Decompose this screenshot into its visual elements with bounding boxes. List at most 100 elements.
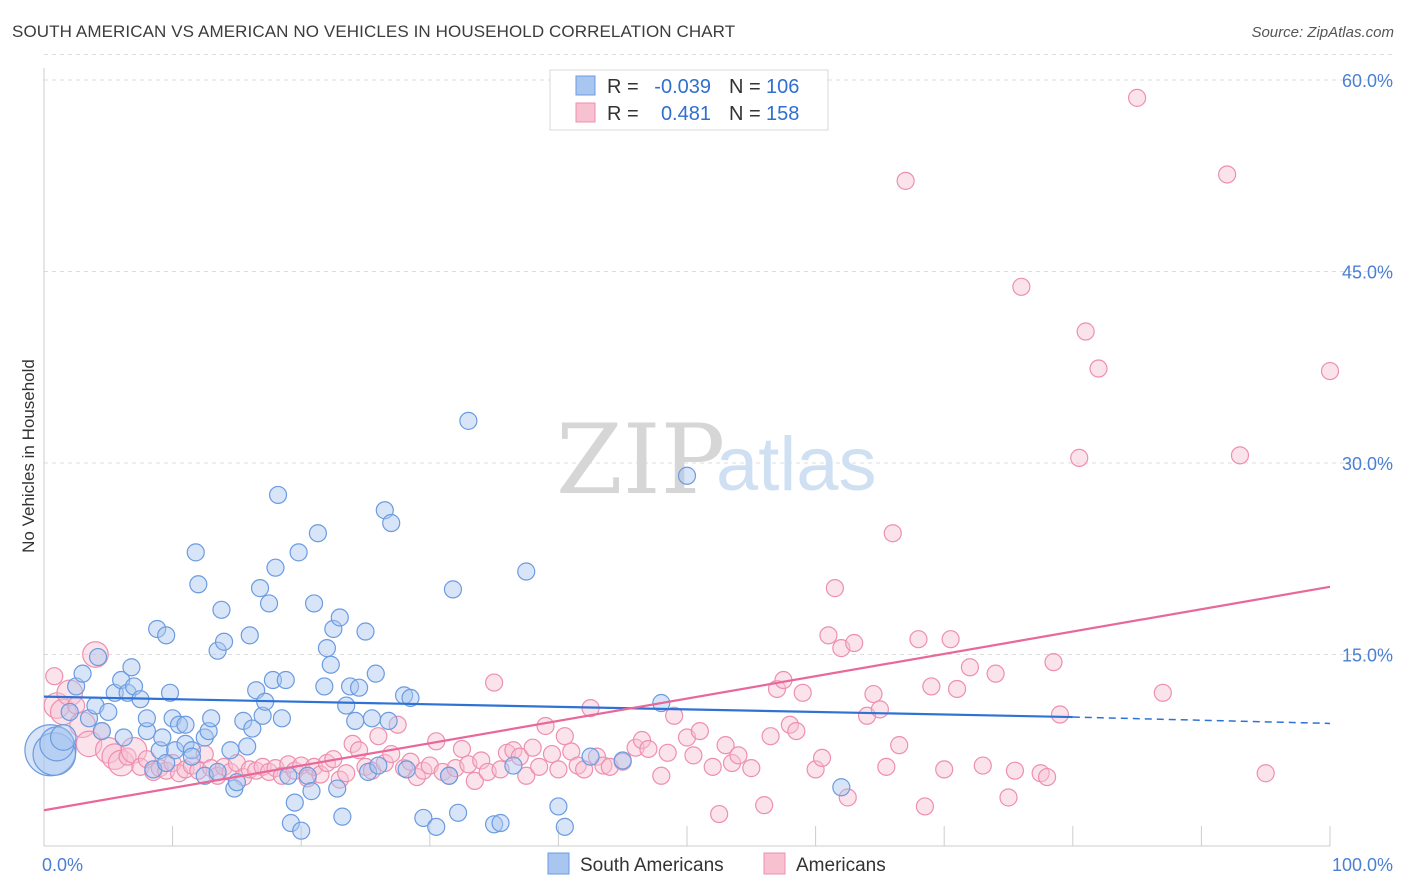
americans-point — [684, 746, 703, 765]
americans-point — [1012, 277, 1031, 296]
americans-point — [536, 716, 555, 736]
americans-point — [555, 727, 574, 746]
south-americans-point — [298, 766, 317, 785]
americans-point — [369, 727, 388, 746]
watermark-atlas: atlas — [716, 422, 877, 507]
americans-point — [388, 715, 407, 734]
americans-point — [1076, 322, 1095, 341]
south-americans-point — [362, 709, 382, 728]
americans-point — [909, 630, 928, 649]
americans-point — [999, 788, 1018, 807]
americans-point — [915, 797, 935, 816]
americans-point — [870, 700, 890, 719]
legend-r-value-2: 0.481 — [661, 103, 711, 125]
south-americans-point — [330, 608, 349, 627]
south-americans-point — [315, 677, 334, 696]
south-americans-trend-line — [43, 695, 1073, 719]
americans-point — [1050, 705, 1070, 724]
americans-point — [710, 804, 729, 824]
legend-swatch-south-americans — [575, 75, 596, 96]
south-americans-point — [439, 766, 459, 785]
x-tick-label-start: 0.0% — [42, 855, 83, 875]
south-americans-point — [356, 622, 375, 641]
americans-point — [452, 739, 472, 759]
chart-source: Source: ZipAtlas.com — [1251, 24, 1394, 41]
americans-point — [755, 796, 774, 815]
americans-point — [761, 727, 780, 746]
south-americans-point — [212, 600, 231, 619]
americans-point — [542, 744, 562, 764]
legend-r-value-1: -0.039 — [654, 76, 711, 98]
americans-point — [935, 760, 954, 779]
south-americans-point — [292, 821, 311, 840]
americans-point — [742, 759, 761, 778]
south-americans-point — [414, 808, 433, 828]
americans-point — [1218, 165, 1237, 184]
americans-point — [1153, 683, 1172, 702]
south-americans-point — [160, 683, 180, 702]
americans-point — [845, 633, 864, 653]
south-americans-point — [555, 817, 574, 836]
south-americans-point — [243, 719, 262, 738]
south-americans-point — [324, 619, 343, 639]
americans-point — [716, 736, 735, 755]
south-americans-point — [208, 641, 227, 660]
south-americans-point — [240, 626, 259, 645]
south-americans-point — [137, 709, 156, 728]
americans-point — [947, 679, 967, 699]
americans-point — [510, 747, 529, 766]
south-americans-point — [337, 696, 356, 715]
south-americans-point — [153, 728, 172, 747]
south-americans-point — [304, 594, 324, 613]
south-americans-trend-extension — [1072, 716, 1331, 725]
americans-point — [1070, 448, 1089, 467]
americans-point — [485, 673, 504, 692]
south-americans-point — [182, 747, 201, 766]
south-americans-point — [266, 558, 285, 577]
y-tick-label: 15.0% — [1342, 646, 1393, 666]
legend-n-label-2: N = — [729, 103, 761, 125]
americans-point — [665, 706, 684, 725]
south-americans-point — [346, 711, 365, 730]
americans-point — [812, 748, 832, 768]
south-americans-point — [24, 724, 77, 777]
americans-point — [652, 766, 671, 785]
americans-point — [890, 736, 909, 755]
bottom-legend-americans: Americans — [796, 855, 886, 876]
south-americans-point — [73, 664, 92, 683]
trend-lines — [43, 585, 1331, 812]
south-americans-point — [427, 817, 446, 836]
americans-point — [787, 721, 806, 741]
americans-point — [690, 721, 709, 741]
americans-point — [819, 626, 838, 645]
americans-point — [549, 760, 568, 779]
y-tick-label: 45.0% — [1342, 263, 1393, 283]
americans-point — [960, 658, 980, 677]
south-americans-point — [302, 782, 321, 801]
y-tick-label: 30.0% — [1342, 454, 1393, 474]
y-axis-label: No Vehicles in Household — [19, 359, 38, 553]
south-americans-point — [214, 632, 234, 651]
americans-point — [1089, 359, 1108, 378]
y-tick-label: 60.0% — [1342, 71, 1393, 91]
south-americans-point — [349, 678, 369, 697]
americans-point — [45, 667, 64, 686]
south-americans-point — [613, 751, 632, 770]
legend-swatch-americans — [575, 102, 596, 123]
south-americans-point — [581, 747, 600, 766]
bottom-legend-swatch-americans — [763, 852, 786, 875]
south-americans-point — [677, 466, 697, 485]
americans-point — [530, 757, 549, 776]
americans-point — [82, 641, 109, 668]
watermark-zip: ZIP — [556, 404, 725, 516]
south-americans-point — [186, 543, 205, 562]
americans-point — [639, 739, 658, 759]
americans-point — [517, 766, 536, 785]
americans-point — [658, 743, 677, 762]
americans-point — [941, 630, 960, 649]
south-americans-point — [459, 411, 478, 430]
americans-point — [465, 771, 484, 790]
americans-point — [877, 757, 896, 776]
americans-point — [311, 765, 330, 784]
south-americans-point — [308, 524, 328, 543]
